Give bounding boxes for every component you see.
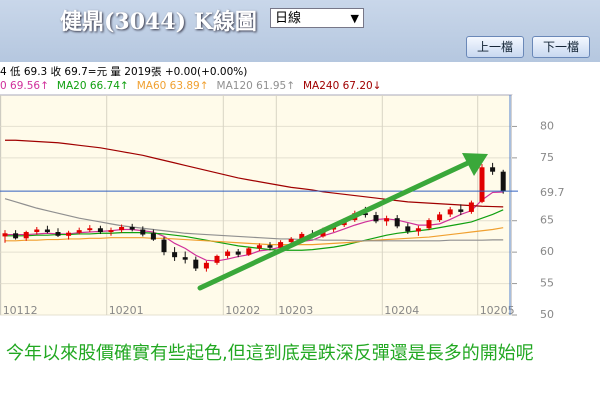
candle-body	[44, 229, 50, 233]
x-tick-label: 10205	[480, 304, 515, 317]
candle-body	[267, 245, 273, 248]
candle-body	[23, 232, 29, 239]
candle-body	[278, 242, 284, 248]
candle-body	[87, 228, 93, 231]
legend-entry: MA120 61.95↑	[216, 80, 295, 92]
candle-body	[256, 245, 262, 249]
candle-body	[34, 229, 40, 233]
info-line: 4 低 69.3 收 69.7=元 量 2019張 +0.00(+0.00%)	[0, 66, 248, 78]
x-tick-label: 10204	[384, 304, 419, 317]
legend-entry: MA20 66.74↑	[56, 80, 129, 92]
candle-body	[437, 214, 443, 221]
candle-body	[447, 209, 453, 215]
trend-arrow	[197, 153, 488, 291]
candle-body	[405, 226, 411, 232]
candle-body	[479, 167, 485, 202]
candle-body	[150, 233, 156, 240]
candle-body	[76, 230, 82, 233]
ma-line	[5, 191, 504, 262]
candle-body	[13, 233, 19, 239]
candle-body	[172, 252, 178, 258]
candle-body	[2, 233, 8, 237]
candle-body	[362, 213, 368, 216]
y-tick-label: 75	[540, 151, 554, 164]
candle-body	[129, 227, 135, 230]
candle-body	[458, 209, 464, 212]
candle-body	[161, 239, 167, 253]
candle-body	[140, 229, 146, 235]
candle-body	[490, 167, 496, 172]
candle-body	[500, 171, 506, 192]
legend-entry: MA240 67.20↓	[303, 80, 382, 92]
ma-line	[5, 227, 504, 246]
y-tick-label: 80	[540, 119, 554, 132]
caption: 今年以來股價確實有些起色,但這到底是跌深反彈還是長多的開始呢	[6, 343, 534, 364]
header: 健鼎(3044) K線圖 日線 上一檔 下一檔	[0, 0, 600, 62]
x-tick-label: 10202	[225, 304, 260, 317]
x-tick-label: 10203	[278, 304, 313, 317]
candle-body	[415, 228, 421, 232]
x-tick-label: 10112	[3, 304, 38, 317]
candle-body	[384, 218, 390, 222]
candle-body	[394, 218, 400, 227]
x-tick-label: 10201	[109, 304, 144, 317]
candle-body	[97, 228, 103, 233]
y-tick-label: 55	[540, 277, 554, 290]
candle-body	[373, 215, 379, 222]
candle-body	[214, 255, 220, 263]
candle-body	[225, 251, 231, 256]
candle-body	[246, 248, 252, 255]
y-tick-label: 65	[540, 214, 554, 227]
candle-body	[203, 262, 209, 269]
candle-body	[426, 220, 432, 229]
legend-entry: 0 69.56↑	[0, 80, 49, 92]
legend-entry: MA60 63.89↑	[136, 80, 209, 92]
title: 健鼎(3044) K線圖	[60, 9, 257, 35]
y-tick-label: 50	[540, 308, 554, 321]
price-label: 69.7	[540, 186, 565, 199]
ma-line	[5, 139, 504, 208]
candle-body	[182, 257, 188, 260]
next-button[interactable]: 下一檔	[532, 36, 590, 58]
candle-body	[119, 227, 125, 231]
candle-body	[235, 251, 241, 255]
chart: 50 55 60 65 75 80 10112 10201 10202 10203 10204 102…	[0, 94, 600, 321]
period-select[interactable]: 日線	[270, 8, 364, 29]
candle-body	[299, 233, 305, 239]
candle-body	[288, 238, 294, 243]
candle-body	[193, 259, 199, 269]
plot-area	[0, 94, 513, 316]
ma-line	[4, 198, 504, 242]
candle-body	[468, 202, 474, 212]
candle-body	[55, 232, 61, 236]
prev-button[interactable]: 上一檔	[466, 36, 524, 58]
candle-body	[66, 232, 72, 236]
y-tick-label: 60	[540, 245, 554, 258]
axis-area	[512, 95, 600, 315]
ma-legend: 0 69.56↑ MA20 66.74↑ MA60 63.89↑ MA120 61.9…	[0, 80, 389, 92]
candle-body	[108, 230, 114, 233]
